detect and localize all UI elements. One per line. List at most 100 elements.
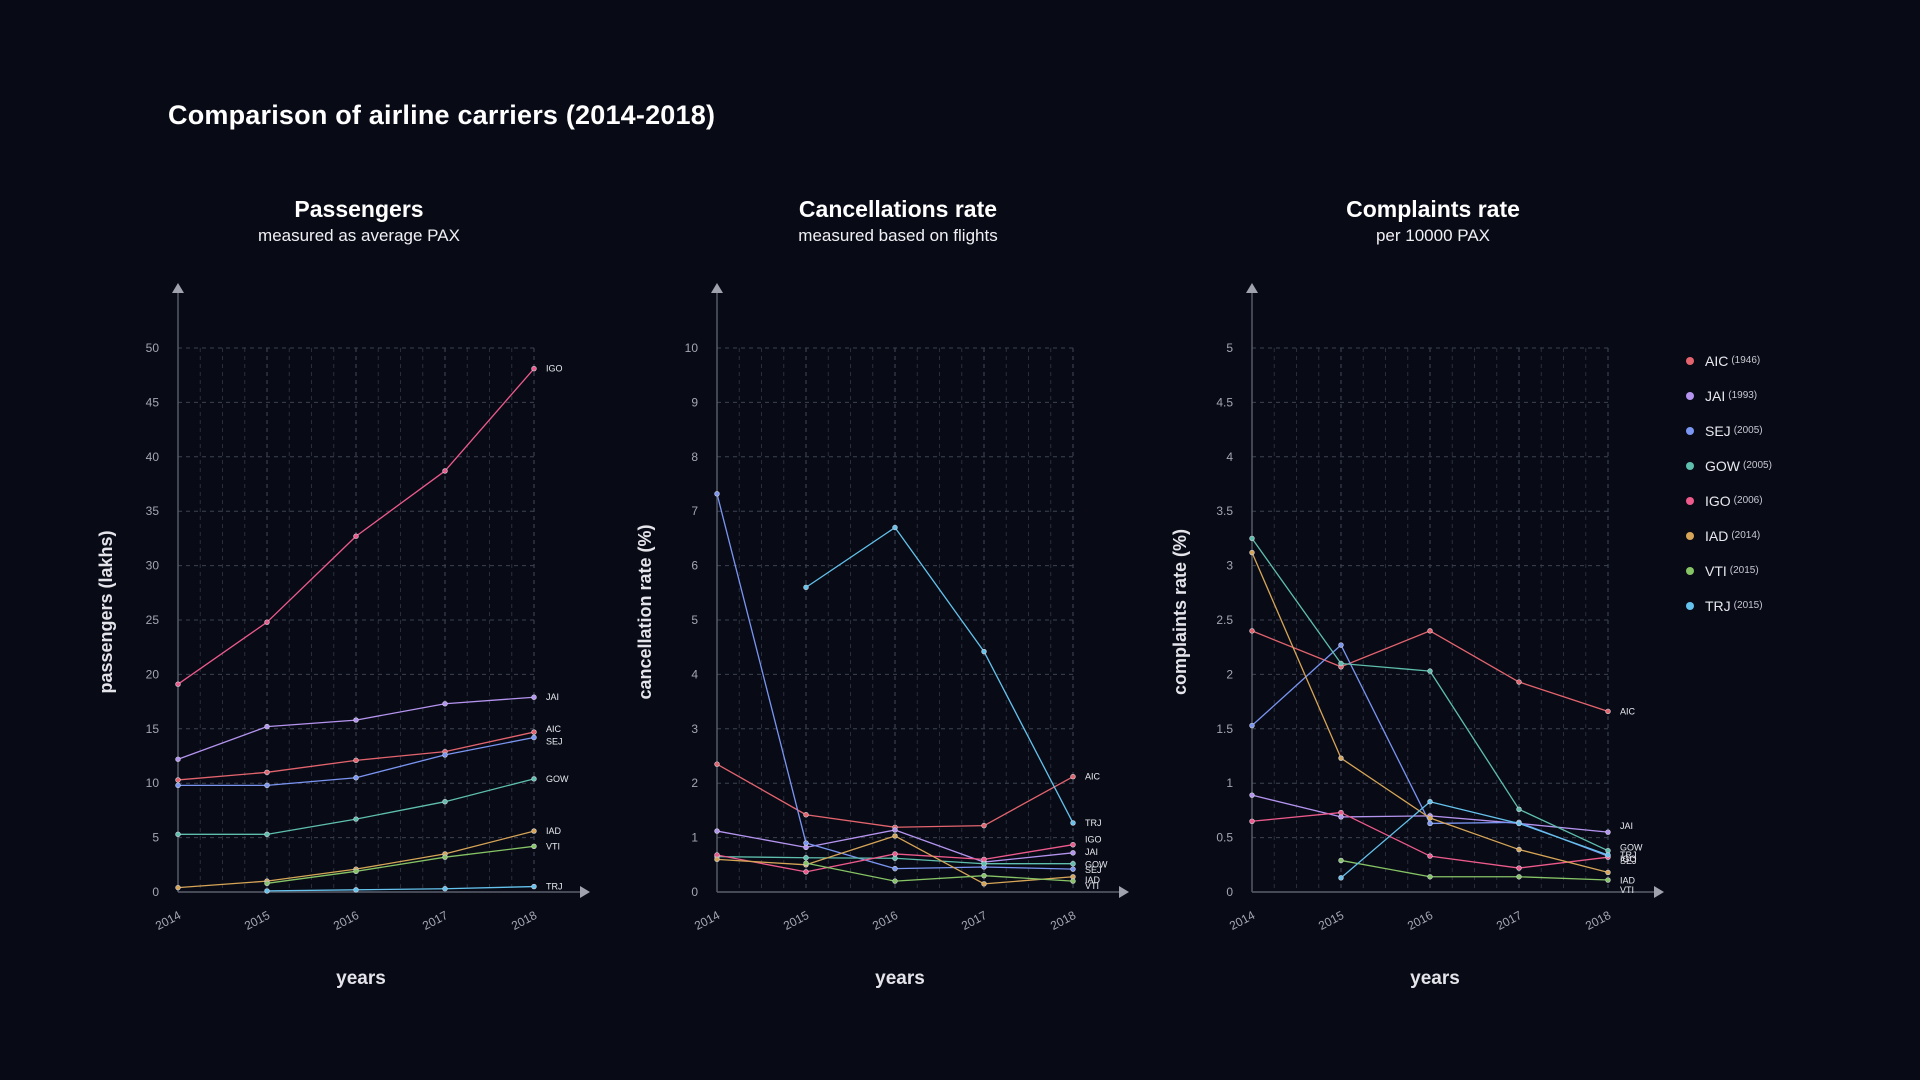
x-tick-label: 2014 xyxy=(692,908,722,933)
legend-item-aic: AIC (1946) xyxy=(1686,343,1772,378)
data-point-jai xyxy=(1605,829,1611,835)
legend-year: (2005) xyxy=(1743,460,1772,471)
data-point-jai xyxy=(714,828,720,834)
data-point-sej xyxy=(892,865,898,872)
data-point-gow xyxy=(175,831,181,838)
legend-swatch xyxy=(1686,566,1694,575)
data-point-trj xyxy=(892,524,898,531)
data-point-aic xyxy=(1070,773,1076,780)
chart-subtitle: measured based on flights xyxy=(798,226,997,245)
data-point-aic xyxy=(803,812,809,818)
data-point-igo xyxy=(175,681,181,687)
legend-code: AIC xyxy=(1705,352,1729,369)
data-point-igo xyxy=(1249,818,1255,824)
series-line-trj xyxy=(805,526,1074,824)
x-tick-label: 2016 xyxy=(870,908,900,933)
data-point-vti xyxy=(442,854,448,860)
y-tick-label: 2 xyxy=(1226,667,1233,681)
legend-year: (2014) xyxy=(1731,530,1761,541)
data-point-trj xyxy=(1427,798,1433,805)
y-axis-arrow xyxy=(711,283,723,293)
series-end-label: VTI xyxy=(546,841,560,851)
legend-code: IGO xyxy=(1705,492,1731,509)
data-point-iad xyxy=(531,828,537,834)
series-end-label: TRJ xyxy=(1085,818,1102,828)
data-point-jai xyxy=(892,827,898,833)
data-point-jai xyxy=(175,756,181,762)
y-tick-label: 10 xyxy=(146,776,160,790)
y-tick-label: 30 xyxy=(146,559,160,573)
chart-title: Complaints rate xyxy=(1346,196,1520,222)
data-point-aic xyxy=(531,729,537,735)
series-end-label: IGO xyxy=(1620,854,1637,864)
data-point-sej xyxy=(1249,722,1255,729)
y-tick-label: 8 xyxy=(691,450,698,464)
y-tick-label: 45 xyxy=(146,395,160,409)
series-end-label: JAI xyxy=(1620,821,1633,831)
data-point-igo xyxy=(1427,853,1433,859)
legend-year: (2006) xyxy=(1733,495,1763,506)
data-point-igo xyxy=(353,533,359,539)
data-point-gow xyxy=(803,855,809,861)
data-point-aic xyxy=(1605,708,1611,715)
data-point-trj xyxy=(803,584,809,591)
chart-subtitle: measured as average PAX xyxy=(258,226,460,245)
y-tick-label: 9 xyxy=(691,395,698,409)
chart-panel-0: Passengers measured as average PAX 0 5 10 15 2… xyxy=(96,196,590,989)
data-point-iad xyxy=(1516,846,1522,853)
legend-item-vti: VTI (2015) xyxy=(1686,553,1772,588)
series-end-label: GOW xyxy=(1085,860,1108,870)
data-point-trj xyxy=(1338,875,1344,881)
series-end-label: IAD xyxy=(546,826,562,836)
data-point-vti xyxy=(1427,874,1433,880)
x-tick-label: 2018 xyxy=(1048,908,1078,933)
data-point-vti xyxy=(1338,857,1344,864)
data-point-trj xyxy=(353,887,359,893)
y-tick-label: 10 xyxy=(685,341,699,355)
data-point-aic xyxy=(1249,628,1255,634)
data-point-trj xyxy=(1070,820,1076,826)
y-tick-label: 5 xyxy=(691,613,698,627)
data-point-iad xyxy=(714,856,720,863)
legend-year: (1993) xyxy=(1728,390,1758,401)
series-end-label: TRJ xyxy=(546,882,563,892)
chart-title: Cancellations rate xyxy=(799,196,997,222)
data-point-aic xyxy=(1516,679,1522,685)
data-point-aic xyxy=(1427,628,1433,634)
legend-swatch xyxy=(1686,356,1694,365)
x-tick-label: 2014 xyxy=(1227,908,1257,933)
data-point-gow xyxy=(1249,535,1255,542)
x-tick-label: 2015 xyxy=(242,908,272,933)
y-axis-arrow xyxy=(1246,283,1258,293)
series-end-label: SEJ xyxy=(546,737,563,747)
data-point-jai xyxy=(264,723,270,730)
y-tick-label: 3 xyxy=(1226,559,1233,573)
y-tick-label: 7 xyxy=(691,504,698,518)
data-point-vti xyxy=(1070,878,1076,884)
legend-swatch xyxy=(1686,496,1694,505)
x-tick-label: 2015 xyxy=(1316,908,1346,933)
x-axis-arrow xyxy=(580,886,590,898)
y-tick-label: 0.5 xyxy=(1216,831,1233,845)
data-point-jai xyxy=(442,701,448,707)
legend-swatch xyxy=(1686,461,1694,470)
data-point-sej xyxy=(353,775,359,781)
series-end-label: GOW xyxy=(1620,843,1643,853)
y-tick-label: 15 xyxy=(146,722,160,736)
data-point-iad xyxy=(892,833,898,839)
x-tick-label: 2018 xyxy=(509,908,539,933)
data-point-gow xyxy=(264,831,270,838)
data-point-igo xyxy=(1516,865,1522,871)
data-point-sej xyxy=(531,734,537,741)
series-line-vti xyxy=(1340,859,1609,881)
y-tick-label: 0 xyxy=(152,885,159,899)
data-point-vti xyxy=(531,843,537,850)
data-point-jai xyxy=(353,717,359,723)
chart-title: Passengers xyxy=(294,196,423,222)
series-end-label: IAD xyxy=(1085,875,1101,885)
y-tick-label: 50 xyxy=(146,341,160,355)
y-tick-label: 1.5 xyxy=(1216,722,1233,736)
legend-item-iad: IAD (2014) xyxy=(1686,518,1772,553)
y-tick-label: 1 xyxy=(691,831,698,845)
legend-swatch xyxy=(1686,601,1694,610)
